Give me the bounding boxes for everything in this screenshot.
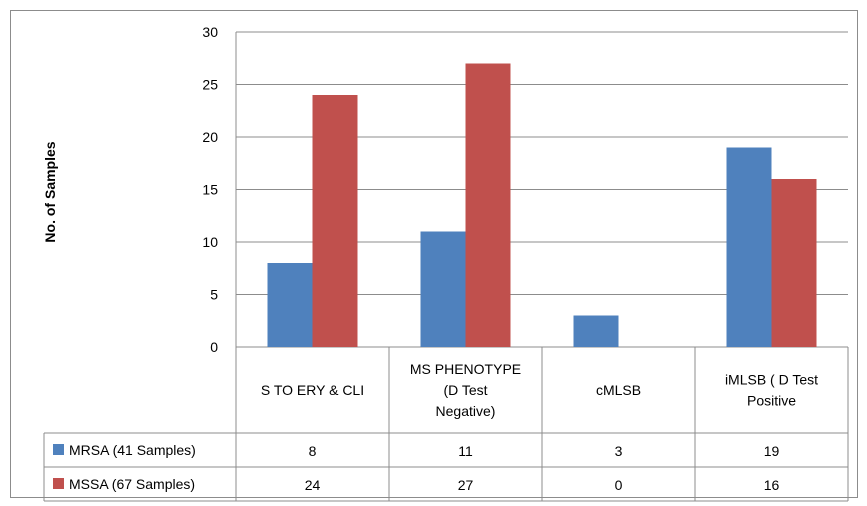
- category-label: MS PHENOTYPE (D Test Negative): [410, 361, 521, 419]
- legend-key-mssa: [53, 478, 64, 489]
- category-label-line: (D Test: [443, 382, 487, 398]
- series-name: MRSA (41 Samples): [69, 442, 196, 458]
- bar-mrsa: [726, 147, 772, 347]
- category-label: S TO ERY & CLI: [261, 382, 364, 398]
- bar-mssa: [312, 95, 358, 347]
- bar-mrsa: [573, 315, 619, 347]
- category-label-line: cMLSB: [596, 382, 641, 398]
- category-label-line: S TO ERY & CLI: [261, 382, 364, 398]
- y-tick-label: 30: [202, 24, 218, 40]
- table-value: 19: [764, 443, 780, 459]
- y-tick-label: 5: [210, 287, 218, 303]
- y-axis-label: No. of Samples: [42, 141, 58, 242]
- table-value: 3: [615, 443, 623, 459]
- bar-mssa: [465, 63, 511, 347]
- table-value: 0: [615, 477, 623, 493]
- data-table: S TO ERY & CLI MS PHENOTYPE (D Test Negativ…: [43, 347, 849, 502]
- table-value: 11: [458, 443, 473, 459]
- bar-mrsa: [420, 231, 466, 347]
- y-tick-label: 10: [202, 234, 218, 250]
- category-label-line: iMLSB ( D Test: [725, 372, 818, 388]
- y-tick-label: 25: [202, 77, 218, 93]
- category-label: iMLSB ( D Test Positive: [725, 372, 818, 409]
- category-label: cMLSB: [596, 382, 641, 398]
- table-value: 8: [309, 443, 317, 459]
- bar-mssa: [771, 179, 817, 347]
- category-label-line: Positive: [747, 393, 796, 409]
- category-label-line: Negative): [436, 403, 496, 419]
- bars: [267, 63, 817, 347]
- table-value: 24: [305, 477, 321, 493]
- legend-key-mrsa: [53, 444, 64, 455]
- y-tick-label: 20: [202, 129, 218, 145]
- table-value: 16: [764, 477, 780, 493]
- category-label-line: MS PHENOTYPE: [410, 361, 521, 377]
- bar-mrsa: [267, 263, 313, 347]
- table-value: 27: [458, 477, 474, 493]
- y-tick-label: 15: [202, 182, 218, 198]
- y-axis-ticks: 0 5 10 15 20 25 30: [202, 24, 218, 355]
- y-tick-label: 0: [210, 339, 218, 355]
- series-name: MSSA (67 Samples): [69, 476, 195, 492]
